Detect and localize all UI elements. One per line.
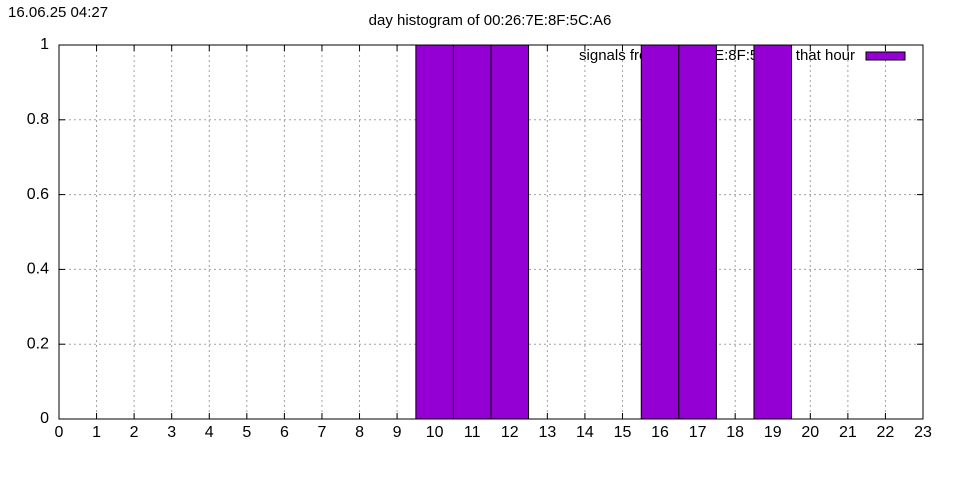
- bar: [415, 44, 454, 420]
- y-tick-label: 1: [40, 36, 49, 53]
- x-tick-label: 20: [801, 424, 819, 441]
- x-tick-label: 11: [464, 424, 481, 441]
- x-tick-label: 4: [205, 424, 214, 441]
- y-tick-label: 0.6: [27, 186, 49, 203]
- bar: [490, 44, 530, 420]
- x-tick-label: 5: [242, 424, 251, 441]
- x-tick-label: 22: [877, 424, 895, 441]
- x-tick-label: 1: [92, 424, 101, 441]
- legend-swatch: [865, 51, 906, 61]
- x-tick-label: 7: [318, 424, 327, 441]
- plot-border: [58, 44, 924, 420]
- x-tick-label: 6: [280, 424, 289, 441]
- x-tick-label: 18: [726, 424, 744, 441]
- y-tick-label: 0.2: [27, 335, 49, 352]
- bar: [678, 44, 717, 420]
- y-tick-label: 0.4: [27, 261, 49, 278]
- x-tick-label: 12: [501, 424, 519, 441]
- bar: [640, 44, 680, 420]
- x-tick-label: 13: [538, 424, 556, 441]
- x-tick-label: 0: [55, 424, 64, 441]
- x-tick-label: 2: [130, 424, 139, 441]
- timestamp: 16.06.25 04:27: [8, 4, 108, 21]
- chart-title: day histogram of 00:26:7E:8F:5C:A6: [369, 12, 612, 29]
- x-tick-label: 23: [914, 424, 932, 441]
- x-tick-label: 15: [614, 424, 632, 441]
- x-tick-label: 8: [355, 424, 364, 441]
- bar: [452, 44, 492, 420]
- x-tick-label: 19: [764, 424, 782, 441]
- y-tick-label: 0: [40, 410, 49, 427]
- legend-label: signals from 00:26:7E:8F:5C:A6 that hour: [579, 47, 855, 64]
- x-tick-label: 10: [426, 424, 444, 441]
- x-tick-label: 9: [393, 424, 402, 441]
- x-tick-label: 16: [651, 424, 669, 441]
- y-tick-label: 0.8: [27, 111, 49, 128]
- x-tick-label: 21: [839, 424, 857, 441]
- bar: [753, 44, 793, 420]
- x-tick-label: 14: [576, 424, 594, 441]
- x-tick-label: 3: [167, 424, 176, 441]
- x-tick-label: 17: [689, 424, 707, 441]
